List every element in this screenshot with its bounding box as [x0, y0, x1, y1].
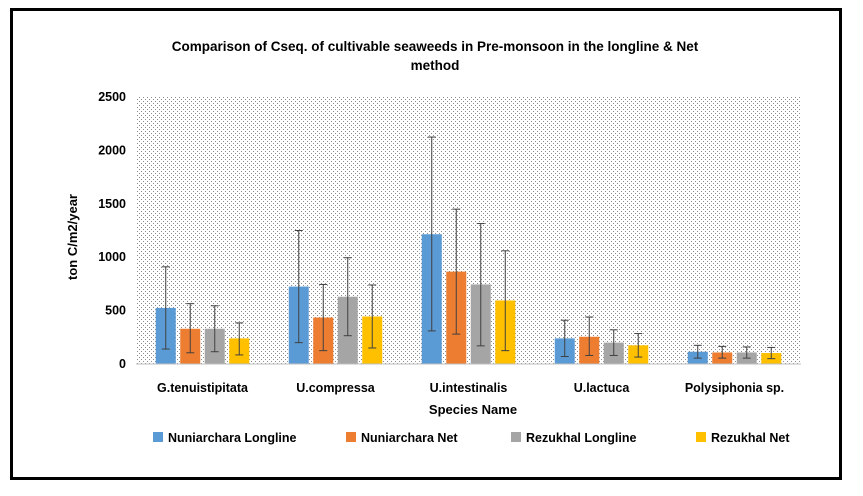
- x-axis-ticks: G.tenuistipitata U.compressa U.intestinali…: [157, 381, 784, 395]
- y-tick-label: 1000: [98, 250, 126, 264]
- y-tick-label: 2500: [98, 90, 126, 104]
- legend-swatch: [511, 432, 521, 442]
- chart-title-line1: Comparison of Cseq. of cultivable seawee…: [172, 39, 699, 54]
- x-tick-label: U.lactuca: [574, 381, 631, 395]
- legend: Nuniarchara Longline Nuniarchara Net Rezuk…: [153, 431, 790, 445]
- legend-label: Rezukhal Longline: [526, 431, 636, 445]
- y-axis-ticks: 0 500 1000 1500 2000 2500: [98, 90, 126, 371]
- y-tick-label: 0: [119, 357, 126, 371]
- y-tick-label: 2000: [98, 143, 126, 157]
- plot-area: [136, 97, 801, 364]
- chart-title-line2: method: [411, 58, 460, 73]
- y-tick-label: 1500: [98, 197, 126, 211]
- y-axis-label: ton C/m2/year: [65, 194, 80, 280]
- legend-label: Nuniarchara Net: [361, 431, 458, 445]
- legend-label: Rezukhal Net: [711, 431, 790, 445]
- legend-label: Nuniarchara Longline: [168, 431, 297, 445]
- x-tick-label: G.tenuistipitata: [157, 381, 249, 395]
- legend-swatch: [153, 432, 163, 442]
- x-axis-label: Species Name: [429, 402, 517, 417]
- error-bars-group: [161, 136, 776, 360]
- x-tick-label: Polysiphonia sp.: [685, 381, 784, 395]
- chart-svg: Comparison of Cseq. of cultivable seawee…: [65, 39, 801, 445]
- chart-frame: Comparison of Cseq. of cultivable seawee…: [10, 8, 842, 480]
- y-tick-label: 500: [105, 304, 126, 318]
- legend-swatch: [696, 432, 706, 442]
- x-tick-label: U.compressa: [296, 381, 376, 395]
- legend-swatch: [346, 432, 356, 442]
- x-tick-label: U.intestinalis: [430, 381, 508, 395]
